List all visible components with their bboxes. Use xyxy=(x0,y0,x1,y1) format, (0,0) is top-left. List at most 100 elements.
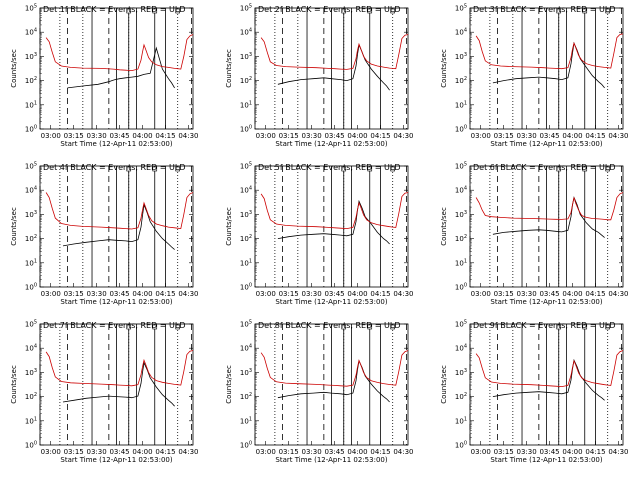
y-tick-label: 100 xyxy=(455,283,467,292)
y-tick-label: 105 xyxy=(455,4,467,13)
y-tick-exponent: 4 xyxy=(249,28,252,34)
y-tick-exponent: 2 xyxy=(249,76,252,82)
y-tick-label: 104 xyxy=(455,186,467,195)
panel-title: Det 5f BLACK = Events, RED = ULD xyxy=(258,163,401,172)
x-tick-label: 03:00 xyxy=(471,448,491,456)
x-tick-label: 03:30 xyxy=(517,448,537,456)
x-tick-label: 04:15 xyxy=(370,132,390,140)
y-tick-label: 104 xyxy=(455,28,467,37)
x-tick-label: 04:00 xyxy=(562,448,582,456)
y-tick-exponent: 2 xyxy=(249,234,252,240)
x-tick-label: 04:15 xyxy=(155,132,175,140)
panel-title: Det 1f BLACK = Events, RED = ULD xyxy=(43,5,186,14)
x-tick-label: 04:00 xyxy=(562,290,582,298)
x-tick-label: 03:15 xyxy=(279,448,299,456)
x-tick-label: 03:15 xyxy=(279,132,299,140)
x-axis-label: Start Time (12-Apr-11 02:53:00) xyxy=(275,456,387,464)
y-axis-label: Counts/sec xyxy=(440,365,448,404)
x-tick-label: 03:00 xyxy=(471,132,491,140)
x-tick-label: 04:15 xyxy=(585,290,605,298)
y-tick-exponent: 0 xyxy=(34,283,37,289)
y-tick-label: 102 xyxy=(455,234,467,243)
y-tick-exponent: 1 xyxy=(249,100,252,106)
y-tick-label: 101 xyxy=(455,258,467,267)
x-tick-label: 03:15 xyxy=(64,132,84,140)
x-axis-label: Start Time (12-Apr-11 02:53:00) xyxy=(275,140,387,148)
marker-box xyxy=(582,324,588,330)
y-tick-label: 100 xyxy=(240,441,252,450)
x-axis-label: Start Time (12-Apr-11 02:53:00) xyxy=(490,140,602,148)
marker-box xyxy=(175,8,180,14)
x-tick-label: 03:45 xyxy=(539,448,559,456)
uld-series-line xyxy=(475,192,624,221)
y-tick-exponent: 5 xyxy=(34,320,37,326)
y-tick-exponent: 4 xyxy=(34,28,37,34)
marker-box xyxy=(175,166,180,172)
y-tick-exponent: 1 xyxy=(249,258,252,264)
events-series-line xyxy=(62,203,175,250)
panel-title: Det 6f BLACK = Events, RED = ULD xyxy=(473,163,616,172)
y-tick-exponent: 3 xyxy=(249,368,252,374)
y-tick-exponent: 3 xyxy=(249,210,252,216)
y-tick-label: 104 xyxy=(25,344,37,353)
y-tick-label: 101 xyxy=(455,100,467,109)
y-tick-label: 105 xyxy=(240,4,252,13)
y-tick-label: 103 xyxy=(240,210,252,219)
marker-box xyxy=(341,166,347,172)
panel-title: Det 7f BLACK = Events, RED = ULD xyxy=(43,321,186,330)
y-tick-exponent: 0 xyxy=(464,283,467,289)
marker-box xyxy=(367,8,373,14)
y-tick-label: 103 xyxy=(25,210,37,219)
x-tick-label: 04:15 xyxy=(585,132,605,140)
y-tick-label: 103 xyxy=(455,210,467,219)
x-axis-label: Start Time (12-Apr-11 02:53:00) xyxy=(275,298,387,306)
events-series-line xyxy=(67,46,175,89)
y-tick-label: 100 xyxy=(240,283,252,292)
x-tick-label: 03:15 xyxy=(494,290,514,298)
y-tick-exponent: 5 xyxy=(464,320,467,326)
y-tick-label: 102 xyxy=(25,392,37,401)
x-tick-label: 04:30 xyxy=(178,448,198,456)
x-tick-label: 03:45 xyxy=(539,132,559,140)
x-tick-label: 04:15 xyxy=(155,448,175,456)
y-tick-label: 101 xyxy=(240,416,252,425)
y-tick-label: 103 xyxy=(455,368,467,377)
y-tick-label: 104 xyxy=(455,344,467,353)
marker-box xyxy=(126,324,132,330)
events-series-line xyxy=(492,41,605,89)
y-tick-label: 102 xyxy=(455,76,467,85)
y-tick-label: 104 xyxy=(240,186,252,195)
y-tick-exponent: 1 xyxy=(34,416,37,422)
x-tick-label: 03:00 xyxy=(256,290,276,298)
x-axis-label: Start Time (12-Apr-11 02:53:00) xyxy=(490,456,602,464)
y-tick-exponent: 2 xyxy=(464,76,467,82)
y-tick-label: 101 xyxy=(25,416,37,425)
y-axis-label: Counts/sec xyxy=(225,207,233,246)
uld-series-line xyxy=(260,350,409,387)
x-tick-label: 04:15 xyxy=(155,290,175,298)
x-axis-label: Start Time (12-Apr-11 02:53:00) xyxy=(60,298,172,306)
x-tick-label: 03:00 xyxy=(256,132,276,140)
y-tick-label: 105 xyxy=(240,320,252,329)
x-tick-label: 04:30 xyxy=(178,132,198,140)
x-tick-label: 03:45 xyxy=(539,290,559,298)
y-tick-exponent: 5 xyxy=(34,4,37,10)
y-tick-exponent: 3 xyxy=(464,210,467,216)
y-tick-exponent: 1 xyxy=(464,258,467,264)
x-tick-label: 03:00 xyxy=(471,290,491,298)
y-tick-label: 105 xyxy=(240,162,252,171)
y-tick-label: 104 xyxy=(240,344,252,353)
y-tick-label: 101 xyxy=(25,100,37,109)
y-tick-label: 102 xyxy=(455,392,467,401)
y-tick-label: 100 xyxy=(25,283,37,292)
y-tick-label: 105 xyxy=(25,4,37,13)
y-tick-exponent: 4 xyxy=(464,28,467,34)
y-tick-exponent: 0 xyxy=(34,441,37,447)
panel-title: Det 3f BLACK = Events, RED = ULD xyxy=(473,5,616,14)
x-tick-label: 03:30 xyxy=(302,132,322,140)
marker-box xyxy=(367,166,373,172)
